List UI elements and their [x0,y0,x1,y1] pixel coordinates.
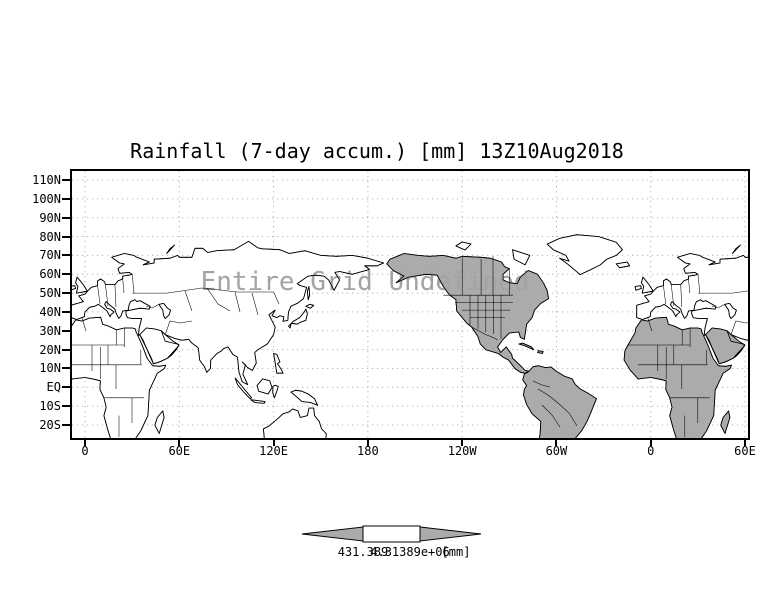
lat-label: 70N [39,248,61,263]
lon-tick [461,440,464,446]
colorbar-left-arrow [301,526,364,542]
lon-label: 0 [81,444,89,458]
lat-tick [62,310,70,313]
lon-tick [178,440,181,446]
watermark-text: Entire Grid Undefined [201,267,530,297]
lat-tick [62,197,70,200]
lat-label: 50N [39,286,61,301]
colorbar-min-label: 431.389 [337,545,389,559]
lat-label: 60N [39,267,61,282]
lon-label: 120E [259,444,289,458]
country-borders [72,256,748,437]
lat-tick [62,405,70,408]
lon-label: 60W [545,444,568,458]
lat-tick [62,179,70,181]
colorbar-box [362,525,421,543]
lat-label: 20N [39,342,61,357]
lat-tick [62,329,70,332]
lat-tick [62,273,70,276]
lon-label: 120W [447,444,477,458]
colorbar [301,525,482,543]
plot-title: Rainfall (7-day accum.) [mm] 13Z10Aug201… [130,139,624,163]
lon-label: 0 [647,444,655,458]
lat-label: 110N [32,173,61,187]
colorbar-units-label: [mm] [441,545,471,559]
lat-label: 100N [32,191,61,206]
lon-tick [649,440,652,446]
lon-tick [555,440,558,446]
land-fill-pass [72,234,748,438]
lon-label: 180 [357,444,379,458]
lat-label: EQ [46,380,61,395]
world-map: Entire Grid Undefined [72,171,748,438]
lat-tick [62,348,70,351]
lat-tick [62,292,70,295]
lon-tick [744,440,746,446]
map-frame: Entire Grid Undefined [70,169,750,440]
colorbar-right-arrow [419,526,482,542]
lat-tick [62,423,70,426]
lat-tick [62,386,70,389]
lon-tick [366,440,369,446]
lat-tick [62,216,70,219]
lon-tick [272,440,275,446]
lat-label: 40N [39,304,61,319]
coastline-stroke-pass [72,234,748,438]
lon-label: 60E [168,444,191,458]
lat-label: 80N [39,229,61,244]
lat-tick [62,254,70,257]
lat-tick [62,367,70,370]
lon-label: 60E [734,444,756,458]
lat-label: 10S [39,399,61,414]
lat-label: 30N [39,323,61,338]
colorbar-max-label: 4.31389e+06 [370,545,450,559]
lat-label: 90N [39,210,61,225]
lat-label: 20S [39,417,61,432]
lat-label: 10N [39,361,61,376]
lat-tick [62,235,70,238]
lon-tick [84,440,86,446]
